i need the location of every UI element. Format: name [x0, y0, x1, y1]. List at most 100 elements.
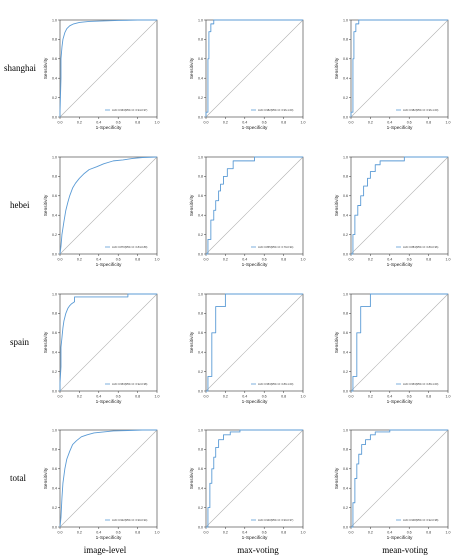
- panel-total-mean-voting-ytick-label: 0.2: [343, 506, 348, 510]
- panel-total-mean-voting-xtick-label: 0.8: [426, 531, 431, 535]
- panel-hebei-mean-voting-roc-curve: [351, 156, 448, 255]
- panel-hebei-max-voting-ytick-label: 0.4: [198, 214, 203, 218]
- panel-spain-max-voting-xlabel: 1-Specificity: [242, 399, 268, 405]
- panel-spain-max-voting-ytick-label: 0.8: [198, 312, 203, 316]
- panel-shanghai-mean-voting-ytick-label: 0.8: [343, 38, 348, 42]
- panel-shanghai-image-level-xlabel: 1-Specificity: [96, 125, 122, 131]
- panel-hebei-image-level-ylabel: Sensitivity: [43, 194, 49, 216]
- panel-hebei-max-voting: 0.00.0 0.2 0.2 0.4 0.4 0.6 0.6 0.8 0.8 1.0 1.0 1-Sp…: [189, 155, 306, 268]
- panel-shanghai-mean-voting-legend-text: AUC 0.982(95% CI: 0.96-1.00): [403, 108, 438, 112]
- panel-spain-mean-voting-ytick-label: 0.6: [343, 331, 348, 335]
- panel-total-image-level-legend-text: AUC 0.922(95% CI: 0.90-0.94): [112, 518, 147, 522]
- panel-total-image-level: 0.00.0 0.2 0.2 0.4 0.4 0.6 0.6 0.8 0.8 1.0 1.0 1-Sp…: [43, 428, 160, 541]
- panel-spain-image-level-frame: [59, 293, 158, 392]
- panel-shanghai-mean-voting-xtick-label: 0.4: [387, 121, 392, 125]
- panel-total-max-voting-ytick-label: 0.6: [198, 467, 203, 471]
- panel-shanghai-image-level-frame: [59, 19, 158, 118]
- panel-shanghai-image-level-ytick-label: 0.6: [52, 57, 57, 61]
- panel-shanghai-max-voting-xtick-label: 1.0: [301, 121, 306, 125]
- panel-spain-max-voting-xtick-label: 0.2: [223, 395, 228, 399]
- panel-total-max-voting-roc-curve: [206, 429, 303, 528]
- panel-hebei-max-voting-legend-text: AUC 0.865(95% CI: 0.79-0.94): [258, 245, 293, 249]
- panel-shanghai-max-voting-xtick-label: 0.8: [281, 121, 286, 125]
- panel-hebei-max-voting-ytick-label: 0.8: [198, 175, 203, 179]
- panel-total-mean-voting-roc-curve: [351, 429, 448, 528]
- panel-spain-max-voting-ytick-label: 0.6: [198, 331, 203, 335]
- panel-total-image-level-ytick-label: 0.0: [52, 525, 57, 529]
- panel-spain-mean-voting-roc-curve: [351, 293, 448, 392]
- panel-shanghai-max-voting-xtick-label: 0.6: [262, 121, 267, 125]
- panel-hebei-mean-voting-legend-text: AUC 0.884(95% CI: 0.80-0.96): [403, 245, 438, 249]
- panel-spain-max-voting-xtick-label: 1.0: [301, 395, 306, 399]
- panel-total-image-level-ytick-label: 0.6: [52, 467, 57, 471]
- panel-total-max-voting-xtick-label: 0.6: [262, 531, 267, 535]
- panel-spain-mean-voting-ytick-label: 0.8: [343, 312, 348, 316]
- panel-shanghai-max-voting-xtick-label: 0.2: [223, 121, 228, 125]
- panel-total-max-voting-xtick-label: 1.0: [301, 531, 306, 535]
- panel-spain-max-voting-ytick-label: 1.0: [198, 292, 203, 296]
- panel-total-max-voting-ylabel: Sensitivity: [189, 467, 195, 489]
- panel-hebei-mean-voting-ytick-label: 0.6: [343, 194, 348, 198]
- panel-total-max-voting-xtick-label: 0.8: [281, 531, 286, 535]
- panel-shanghai-max-voting: 0.00.0 0.2 0.2 0.4 0.4 0.6 0.6 0.8 0.8 1.0 1.0 1-Sp…: [189, 18, 306, 131]
- panel-shanghai-mean-voting-xtick-label: 0.8: [426, 121, 431, 125]
- panel-hebei-image-level-diagonal: [59, 156, 158, 255]
- panel-total-mean-voting: 0.00.0 0.2 0.2 0.4 0.4 0.6 0.6 0.8 0.8 1.0 1.0 1-Sp…: [334, 428, 451, 541]
- panel-shanghai-image-level-xtick-label: 0.8: [135, 121, 140, 125]
- panel-total-image-level-xtick-label: 0.4: [96, 531, 101, 535]
- panel-total-image-level-xtick-label: 0.0: [58, 531, 63, 535]
- panel-spain-mean-voting-legend-text: AUC 0.953(95% CI: 0.89-1.00): [403, 382, 438, 386]
- panel-hebei-image-level-xtick-label: 0.6: [116, 258, 121, 262]
- panel-total-image-level-xtick-label: 0.6: [116, 531, 121, 535]
- panel-shanghai-mean-voting-ytick-label: 0.6: [343, 57, 348, 61]
- panel-spain-max-voting-roc-curve: [206, 293, 303, 392]
- panel-hebei-mean-voting-ylabel: Sensitivity: [334, 194, 340, 216]
- panel-total-image-level-roc-curve: [59, 429, 157, 528]
- panel-total-max-voting-xtick-label: 0.2: [223, 531, 228, 535]
- panel-hebei-image-level-xtick-label: 0.0: [58, 258, 63, 262]
- panel-total-max-voting-diagonal: [205, 429, 304, 528]
- panel-hebei-image-level-xtick-label: 0.4: [96, 258, 101, 262]
- panel-total-image-level-ylabel: Sensitivity: [43, 467, 49, 489]
- panel-spain-mean-voting-diagonal: [350, 293, 449, 392]
- panel-hebei-image-level-ytick-label: 0.2: [52, 233, 57, 237]
- panel-shanghai-max-voting-ytick-label: 1.0: [198, 18, 203, 22]
- panel-spain-image-level-legend-text: AUC 0.953(95% CI: 0.92-0.98): [112, 382, 147, 386]
- panel-hebei-image-level-ytick-label: 0.8: [52, 175, 57, 179]
- panel-hebei-mean-voting-ytick-label: 0.8: [343, 175, 348, 179]
- panel-hebei-mean-voting-xtick-label: 1.0: [446, 258, 451, 262]
- panel-shanghai-mean-voting-xtick-label: 1.0: [446, 121, 451, 125]
- panel-shanghai-mean-voting-xtick-label: 0.0: [349, 121, 354, 125]
- panel-spain-mean-voting-xtick-label: 0.8: [426, 395, 431, 399]
- panel-hebei-image-level: 0.00.0 0.2 0.2 0.4 0.4 0.6 0.6 0.8 0.8 1.0 1.0 1-Sp…: [43, 155, 160, 268]
- panel-shanghai-image-level-ytick-label: 0.0: [52, 115, 57, 119]
- panel-spain-mean-voting-xtick-label: 1.0: [446, 395, 451, 399]
- panel-spain-mean-voting-ytick-label: 1.0: [343, 292, 348, 296]
- panel-spain-max-voting-xtick-label: 0.4: [242, 395, 247, 399]
- panel-hebei-mean-voting: 0.00.0 0.2 0.2 0.4 0.4 0.6 0.6 0.8 0.8 1.0 1.0 1-Sp…: [334, 155, 451, 268]
- panel-total-mean-voting-legend-text: AUC 0.948(95% CI: 0.92-0.98): [403, 518, 438, 522]
- panel-spain-mean-voting: 0.00.0 0.2 0.2 0.4 0.4 0.6 0.6 0.8 0.8 1.0 1.0 1-Sp…: [334, 292, 451, 405]
- panel-hebei-max-voting-xtick-label: 0.2: [223, 258, 228, 262]
- panel-hebei-max-voting-ylabel: Sensitivity: [189, 194, 195, 216]
- panel-shanghai-mean-voting: 0.00.0 0.2 0.2 0.4 0.4 0.6 0.6 0.8 0.8 1.0 1.0 1-Sp…: [334, 18, 451, 131]
- panel-total-max-voting-ytick-label: 0.2: [198, 506, 203, 510]
- panel-total-mean-voting-diagonal: [350, 429, 449, 528]
- panel-hebei-image-level-xtick-label: 1.0: [155, 258, 160, 262]
- panel-total-mean-voting-ytick-label: 1.0: [343, 428, 348, 432]
- panel-shanghai-max-voting-ytick-label: 0.6: [198, 57, 203, 61]
- panel-shanghai-image-level-xtick-label: 1.0: [155, 121, 160, 125]
- panel-total-image-level-xtick-label: 1.0: [155, 531, 160, 535]
- panel-hebei-mean-voting-xtick-label: 0.8: [426, 258, 431, 262]
- panel-spain-image-level-ytick-label: 0.4: [52, 351, 57, 355]
- panel-total-max-voting-ytick-label: 1.0: [198, 428, 203, 432]
- panel-hebei-mean-voting-ytick-label: 0.4: [343, 214, 348, 218]
- panel-spain-image-level-ytick-label: 0.0: [52, 389, 57, 393]
- panel-total-mean-voting-ytick-label: 0.6: [343, 467, 348, 471]
- panel-shanghai-mean-voting-roc-curve: [350, 19, 448, 117]
- panel-spain-image-level-xlabel: 1-Specificity: [96, 399, 122, 405]
- panel-spain-image-level-xtick-label: 0.0: [58, 395, 63, 399]
- panel-hebei-image-level-xtick-label: 0.8: [135, 258, 140, 262]
- panel-shanghai-mean-voting-ytick-label: 1.0: [343, 18, 348, 22]
